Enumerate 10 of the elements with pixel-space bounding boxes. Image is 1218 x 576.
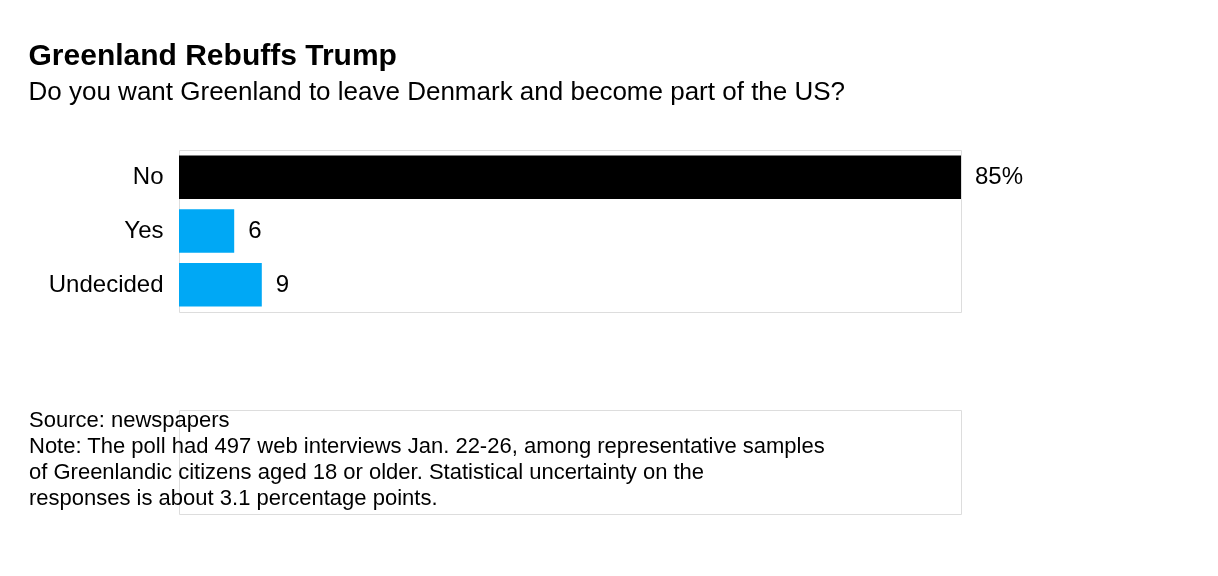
y-tick-label: Undecided [48, 269, 164, 297]
text: Note: The poll had 497 web interviews Jan. 22-26, among representative samples of Greenlandic citizens aged 18 or older. Statistical uncertainty on the responses is about 3.1 percentage points. [29, 433, 825, 510]
source-note: Source: newspapers [29, 407, 230, 432]
y-tick-label: Yes [124, 216, 164, 243]
data-label: 9 [275, 269, 290, 297]
y-tick-label: No [132, 162, 164, 190]
data-label: 85% [975, 162, 1024, 190]
chart-subtitle: Do you want Greenland to leave Denmark and become part of the US? [28, 75, 846, 106]
chart-title: Greenland Rebuffs Trump [28, 37, 397, 71]
data-label: 6 [248, 216, 262, 243]
